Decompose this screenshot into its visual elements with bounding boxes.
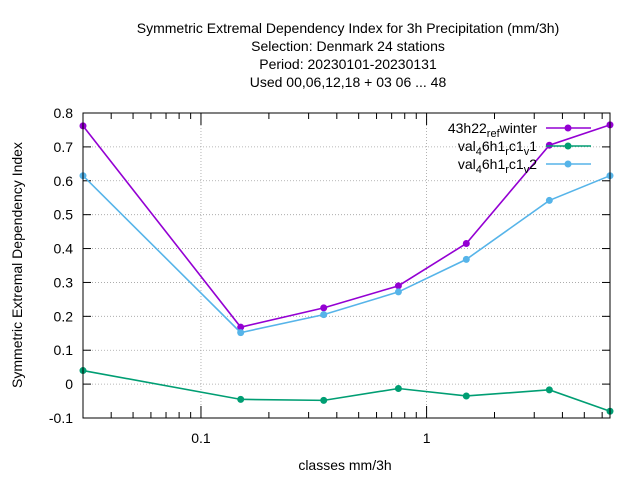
legend-text-part: 6h1 xyxy=(482,156,506,172)
series-2-point xyxy=(394,385,402,393)
legend-text-part: ref xyxy=(487,128,501,140)
series-1-point xyxy=(462,239,470,247)
legend-text-part: v xyxy=(524,164,530,176)
legend-label-2: val46h1rc1v1 xyxy=(458,138,537,158)
x-tick-label: 0.1 xyxy=(191,430,211,446)
series-3-point xyxy=(545,196,553,204)
legend-label-1: 43h22refwinter xyxy=(448,120,537,140)
series-line-2 xyxy=(82,369,611,412)
chart-title: Symmetric Extremal Dependency Index for … xyxy=(137,20,560,90)
plot-frame xyxy=(82,112,611,419)
legend-text-part: val xyxy=(458,156,476,172)
series-3-point xyxy=(320,311,328,319)
legend-text-part: 1 xyxy=(529,138,537,154)
legend-marker-3 xyxy=(564,160,572,168)
y-tick-label: 0.1 xyxy=(54,342,74,358)
legend-text-part: 4 xyxy=(476,164,482,176)
title-line-2: Selection: Denmark 24 stations xyxy=(251,38,445,54)
y-tick-label: 0.6 xyxy=(54,173,74,189)
y-tick-label: 0.5 xyxy=(54,207,74,223)
legend-text-part: w xyxy=(499,120,511,136)
legend-label-3: val46h1rc1v2 xyxy=(458,156,537,176)
title-line-4: Used 00,06,12,18 + 03 06 ... 48 xyxy=(250,74,447,90)
series-3-point xyxy=(237,329,245,337)
legend-text-part: v xyxy=(524,146,530,158)
legend-marker-1 xyxy=(564,124,572,132)
legend-marker-2 xyxy=(564,142,572,150)
legend-text-part: c1 xyxy=(509,138,524,154)
series-2-point xyxy=(237,395,245,403)
y-axis-ticks: -0.1 0 0.1 0.2 0.3 0.4 0.5 0.6 0.7 0.8 xyxy=(49,105,610,426)
y-tick-label: 0.3 xyxy=(54,274,74,290)
series-lines xyxy=(79,121,614,415)
legend-text-part: r xyxy=(505,146,509,158)
series-3-point xyxy=(394,288,402,296)
legend-text-part: c1 xyxy=(509,156,524,172)
x-axis-label: classes mm/3h xyxy=(298,457,391,473)
y-axis-label: Symmetric Extremal Dependency Index xyxy=(9,142,25,388)
legend-text-part: inter xyxy=(510,120,538,136)
y-tick-label: 0.4 xyxy=(54,241,74,257)
title-line-1: Symmetric Extremal Dependency Index for … xyxy=(137,20,560,36)
series-2-point xyxy=(545,386,553,394)
y-tick-label: 0 xyxy=(65,376,73,392)
y-tick-label: -0.1 xyxy=(49,410,73,426)
grid xyxy=(83,113,610,418)
y-tick-label: 0.2 xyxy=(54,308,74,324)
series-1-point xyxy=(545,141,553,149)
y-tick-label: 0.7 xyxy=(54,139,74,155)
legend-text-part: 2 xyxy=(529,156,537,172)
series-2-point xyxy=(462,392,470,400)
legend-text-part: r xyxy=(505,164,509,176)
x-tick-label: 1 xyxy=(423,430,431,446)
series-3-point xyxy=(462,255,470,263)
legend-text-part: 4 xyxy=(476,146,482,158)
title-line-3: Period: 20230101-20230131 xyxy=(259,56,437,72)
series-1-point xyxy=(237,323,245,331)
series-1-point xyxy=(394,282,402,290)
legend-text-part: 43h22 xyxy=(448,120,487,136)
series-line-3 xyxy=(82,174,611,334)
legend-text-part: val xyxy=(458,138,476,154)
series-2-point xyxy=(320,396,328,404)
y-tick-label: 0.8 xyxy=(54,105,74,121)
x-axis-ticks: 0.1 1 xyxy=(110,113,603,446)
series-1-point xyxy=(320,304,328,312)
legend-text-part: 6h1 xyxy=(482,138,506,154)
